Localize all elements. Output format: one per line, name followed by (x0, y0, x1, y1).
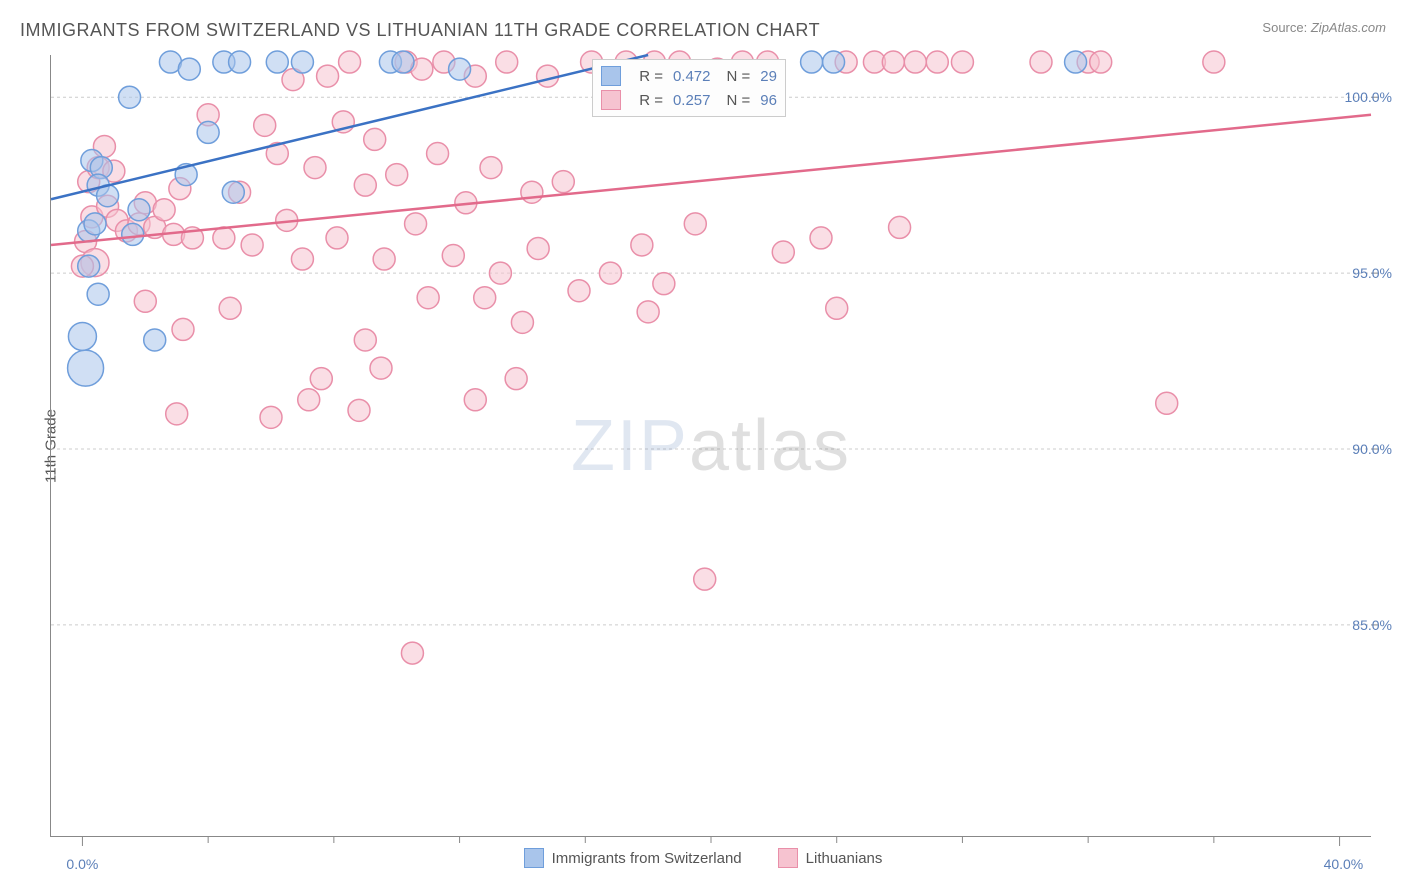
legend-label: Lithuanians (806, 850, 883, 867)
stats-swatch (601, 66, 621, 86)
y-tick-label: 85.0% (1352, 617, 1392, 633)
bottom-legend: Immigrants from Switzerland Lithuanians (0, 848, 1406, 872)
stats-n-label: N = (727, 68, 751, 85)
chart-source: Source: ZipAtlas.com (1262, 20, 1386, 35)
y-tick-label: 90.0% (1352, 441, 1392, 457)
stats-row: R = 0.257 N = 96 (601, 88, 777, 112)
stats-n-value: 29 (760, 68, 777, 85)
y-tick-label: 95.0% (1352, 265, 1392, 281)
stats-r-label: R = (639, 92, 663, 109)
legend-label: Immigrants from Switzerland (552, 850, 742, 867)
stats-swatch (601, 90, 621, 110)
scatter-svg (51, 55, 1371, 836)
stats-r-value: 0.472 (673, 68, 711, 85)
chart-title: IMMIGRANTS FROM SWITZERLAND VS LITHUANIA… (20, 20, 820, 40)
source-label: Source: (1262, 20, 1307, 35)
legend-swatch (524, 848, 544, 868)
stats-r-label: R = (639, 68, 663, 85)
stats-n-value: 96 (760, 92, 777, 109)
stats-legend-box: R = 0.472 N = 29 R = 0.257 N = 96 (592, 59, 786, 117)
stats-n-label: N = (727, 92, 751, 109)
legend-item: Lithuanians (778, 848, 883, 868)
stats-row: R = 0.472 N = 29 (601, 64, 777, 88)
legend-item: Immigrants from Switzerland (524, 848, 742, 868)
chart-header: IMMIGRANTS FROM SWITZERLAND VS LITHUANIA… (20, 20, 1386, 50)
y-tick-label: 100.0% (1345, 89, 1392, 105)
stats-r-value: 0.257 (673, 92, 711, 109)
source-value: ZipAtlas.com (1311, 20, 1386, 35)
plot-area: ZIPatlas R =0.472N =29R =0.257N =96 (50, 55, 1371, 837)
legend-swatch (778, 848, 798, 868)
